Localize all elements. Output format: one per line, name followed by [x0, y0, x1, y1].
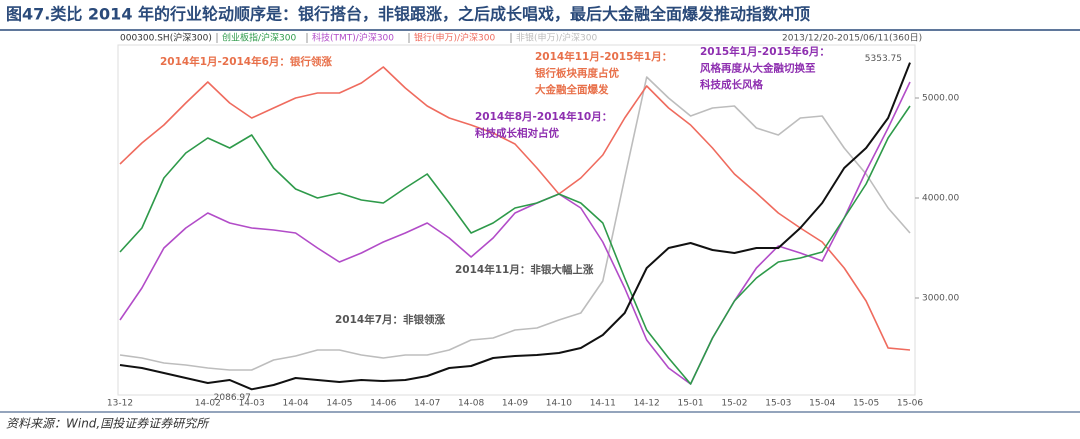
x-tick-label: 15-03 — [765, 399, 791, 409]
annotation: 2014年8月-2014年10月： — [475, 110, 612, 123]
source: 资料来源：Wind,国投证券证券研究所 — [6, 417, 210, 431]
legend-label: 科技(TMT)/沪深300 — [312, 32, 394, 44]
y-tick-label: 5000.00 — [922, 94, 959, 104]
chart-title: 图47.类比 2014 年的行业轮动顺序是：银行搭台，非银跟涨，之后成长唱戏，最… — [6, 5, 810, 24]
annotation: 2014年1月-2014年6月：银行领涨 — [160, 55, 332, 68]
series-line — [119, 76, 911, 371]
legend-label: 创业板指/沪深300 — [222, 32, 296, 44]
legend-label: 000300.SH(沪深300) — [120, 32, 212, 44]
annotation: 2014年7月：非银领涨 — [335, 313, 446, 326]
plot-frame — [117, 44, 916, 396]
date-range: 2013/12/20-2015/06/11(360日) — [782, 33, 922, 44]
x-tick-label: 13-12 — [107, 399, 133, 409]
x-tick-label: 15-04 — [809, 399, 835, 409]
x-tick-label: 15-01 — [677, 399, 703, 409]
annotation: 2014年11月：非银大幅上涨 — [455, 263, 594, 276]
x-tick-label: 14-09 — [502, 399, 528, 409]
annotation: 科技成长相对占优 — [475, 127, 559, 140]
x-tick-label: 14-07 — [414, 399, 440, 409]
legend-label: 银行(申万)/沪深300 — [414, 32, 496, 44]
series-line — [119, 81, 911, 385]
annotation: 风格再度从大金融切换至 — [700, 62, 816, 75]
x-tick-label: 15-06 — [897, 399, 923, 409]
annotation: 2014年11月-2015年1月： — [535, 50, 672, 63]
max-label: 5353.75 — [865, 54, 902, 64]
x-tick-label: 14-04 — [282, 399, 308, 409]
y-tick-label: 3000.00 — [922, 294, 959, 304]
y-tick-label: 4000.00 — [922, 194, 959, 204]
min-label: 2086.97 — [214, 393, 251, 403]
x-tick-label: 14-05 — [326, 399, 352, 409]
series-line — [119, 105, 911, 385]
annotation: 科技成长风格 — [700, 78, 763, 91]
x-tick-label: 15-05 — [853, 399, 879, 409]
x-tick-label: 14-11 — [590, 399, 616, 409]
annotation: 2015年1月-2015年6月： — [700, 45, 830, 58]
legend-label: 非银(申万)/沪深300 — [516, 32, 598, 44]
x-tick-label: 15-02 — [721, 399, 747, 409]
series-line — [119, 66, 911, 351]
x-tick-label: 14-10 — [546, 399, 572, 409]
x-tick-label: 14-06 — [370, 399, 396, 409]
x-tick-label: 14-03 — [239, 399, 265, 409]
x-tick-label: 14-02 — [195, 399, 221, 409]
series-line — [119, 62, 911, 391]
x-tick-label: 14-12 — [634, 399, 660, 409]
annotation: 银行板块再度占优 — [535, 67, 619, 80]
x-tick-label: 14-08 — [458, 399, 484, 409]
annotation: 大金融全面爆发 — [535, 83, 609, 96]
